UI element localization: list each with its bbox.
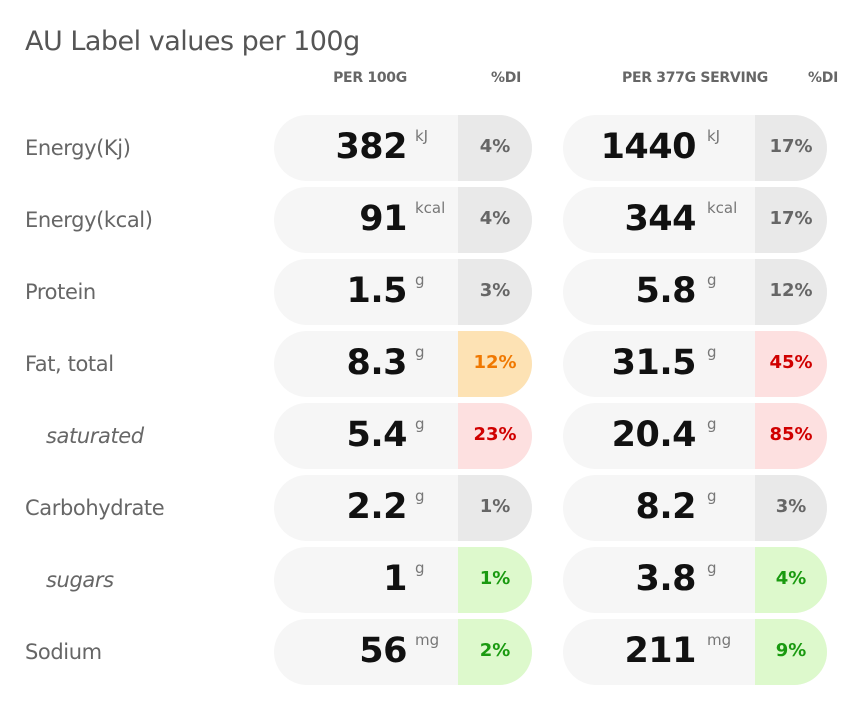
per-100g-di-percent: 3% — [458, 259, 532, 325]
per-100g-value: 1 — [383, 559, 407, 599]
per-100g-di-percent: 1% — [458, 475, 532, 541]
per-serving-unit: kcal — [707, 199, 738, 217]
nutrient-row: sugars 1 g 1% 3.8 g 4% — [0, 547, 868, 613]
per-100g-di-percent: 4% — [458, 187, 532, 253]
per-serving-pill: 5.8 g 12% — [563, 259, 827, 325]
nutrient-label: Carbohydrate — [25, 496, 165, 520]
per-serving-unit: mg — [707, 631, 732, 649]
per-100g-pill: 5.4 g 23% — [274, 403, 532, 469]
per-100g-unit: mg — [415, 631, 440, 649]
per-serving-pill: 344 kcal 17% — [563, 187, 827, 253]
per-serving-pill: 1440 kJ 17% — [563, 115, 827, 181]
nutrient-label: saturated — [46, 424, 144, 448]
per-100g-value: 8.3 — [346, 343, 407, 383]
per-serving-unit: g — [707, 559, 717, 577]
per-100g-pill: 2.2 g 1% — [274, 475, 532, 541]
page-title: AU Label values per 100g — [25, 26, 360, 57]
per-100g-value: 56 — [359, 631, 407, 671]
header-di-serving: %DI — [808, 70, 838, 86]
nutrient-row: Protein 1.5 g 3% 5.8 g 12% — [0, 259, 868, 325]
per-serving-value: 31.5 — [611, 343, 697, 383]
per-100g-unit: g — [415, 343, 425, 361]
per-100g-di-percent: 4% — [458, 115, 532, 181]
per-serving-di-percent: 4% — [755, 547, 827, 613]
per-100g-pill: 382 kJ 4% — [274, 115, 532, 181]
per-serving-di-percent: 3% — [755, 475, 827, 541]
per-serving-pill: 31.5 g 45% — [563, 331, 827, 397]
nutrient-label: Sodium — [25, 640, 102, 664]
per-100g-unit: g — [415, 415, 425, 433]
nutrient-label: Energy(Kj) — [25, 136, 131, 160]
nutrient-row: Energy(Kj) 382 kJ 4% 1440 kJ 17% — [0, 115, 868, 181]
per-serving-pill: 8.2 g 3% — [563, 475, 827, 541]
per-serving-unit: g — [707, 415, 717, 433]
per-serving-pill: 20.4 g 85% — [563, 403, 827, 469]
per-serving-value: 1440 — [600, 127, 697, 167]
per-100g-pill: 1 g 1% — [274, 547, 532, 613]
per-100g-value: 91 — [359, 199, 407, 239]
nutrient-label: Protein — [25, 280, 96, 304]
nutrient-row: Energy(kcal) 91 kcal 4% 344 kcal 17% — [0, 187, 868, 253]
per-100g-pill: 56 mg 2% — [274, 619, 532, 685]
per-serving-value: 20.4 — [611, 415, 697, 455]
per-serving-di-percent: 45% — [755, 331, 827, 397]
per-serving-value: 344 — [624, 199, 696, 239]
per-serving-value: 8.2 — [635, 487, 696, 527]
header-di-100g: %DI — [491, 70, 521, 86]
per-serving-di-percent: 17% — [755, 187, 827, 253]
per-serving-di-percent: 85% — [755, 403, 827, 469]
per-100g-di-percent: 23% — [458, 403, 532, 469]
per-serving-di-percent: 9% — [755, 619, 827, 685]
per-serving-unit: kJ — [707, 127, 721, 145]
per-serving-pill: 211 mg 9% — [563, 619, 827, 685]
nutrient-label: Fat, total — [25, 352, 114, 376]
per-100g-unit: g — [415, 271, 425, 289]
per-100g-unit: kJ — [415, 127, 429, 145]
header-per-100g: PER 100G — [333, 70, 407, 86]
per-100g-unit: g — [415, 487, 425, 505]
nutrient-row: saturated 5.4 g 23% 20.4 g 85% — [0, 403, 868, 469]
per-serving-di-percent: 17% — [755, 115, 827, 181]
per-serving-unit: g — [707, 487, 717, 505]
nutrient-label: Energy(kcal) — [25, 208, 153, 232]
per-serving-unit: g — [707, 271, 717, 289]
per-100g-value: 1.5 — [346, 271, 407, 311]
per-serving-di-percent: 12% — [755, 259, 827, 325]
per-100g-di-percent: 12% — [458, 331, 532, 397]
nutrient-row: Fat, total 8.3 g 12% 31.5 g 45% — [0, 331, 868, 397]
per-100g-value: 382 — [335, 127, 407, 167]
per-100g-di-percent: 1% — [458, 547, 532, 613]
per-100g-unit: g — [415, 559, 425, 577]
per-100g-unit: kcal — [415, 199, 446, 217]
nutrient-label: sugars — [46, 568, 114, 592]
per-100g-value: 5.4 — [346, 415, 407, 455]
per-100g-pill: 8.3 g 12% — [274, 331, 532, 397]
per-100g-value: 2.2 — [346, 487, 407, 527]
nutrient-row: Sodium 56 mg 2% 211 mg 9% — [0, 619, 868, 685]
per-100g-pill: 1.5 g 3% — [274, 259, 532, 325]
per-serving-value: 211 — [624, 631, 696, 671]
per-serving-pill: 3.8 g 4% — [563, 547, 827, 613]
per-serving-value: 5.8 — [635, 271, 696, 311]
header-per-serving: PER 377G SERVING — [622, 70, 768, 86]
per-100g-di-percent: 2% — [458, 619, 532, 685]
nutrient-row: Carbohydrate 2.2 g 1% 8.2 g 3% — [0, 475, 868, 541]
per-serving-unit: g — [707, 343, 717, 361]
per-100g-pill: 91 kcal 4% — [274, 187, 532, 253]
per-serving-value: 3.8 — [635, 559, 696, 599]
